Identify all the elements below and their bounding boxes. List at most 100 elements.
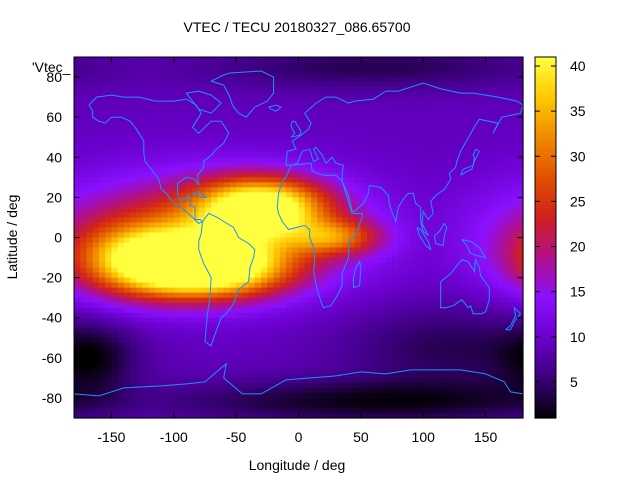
heatmap-cell xyxy=(142,257,150,264)
heatmap-cell xyxy=(385,77,393,83)
heatmap-cell xyxy=(360,167,368,173)
heatmap-cell xyxy=(317,327,325,334)
heatmap-cell xyxy=(236,132,243,138)
heatmap-cell xyxy=(416,367,424,374)
heatmap-cell xyxy=(236,82,243,88)
heatmap-cell xyxy=(123,57,131,63)
heatmap-cell xyxy=(304,252,312,259)
heatmap-cell xyxy=(286,307,293,314)
heatmap-cell xyxy=(261,102,268,108)
heatmap-cell xyxy=(454,82,462,88)
heatmap-cell xyxy=(204,142,212,148)
heatmap-cell xyxy=(261,247,268,254)
heatmap-cell xyxy=(236,237,243,244)
heatmap-cell xyxy=(136,177,144,183)
heatmap-cell xyxy=(504,242,512,249)
heatmap-cell xyxy=(111,137,119,143)
heatmap-cell xyxy=(286,277,293,284)
heatmap-cell xyxy=(454,202,462,209)
heatmap-cell xyxy=(248,237,256,244)
heatmap-cell xyxy=(392,352,399,359)
heatmap-cell xyxy=(123,252,131,259)
heatmap-cell xyxy=(286,357,293,364)
heatmap-cell xyxy=(98,182,106,188)
heatmap-cell xyxy=(167,347,175,354)
heatmap-cell xyxy=(279,97,287,103)
heatmap-cell xyxy=(398,122,406,128)
heatmap-cell xyxy=(192,187,200,193)
heatmap-cell xyxy=(298,257,306,264)
heatmap-cell xyxy=(410,252,418,259)
heatmap-cell xyxy=(460,292,468,299)
heatmap-cell xyxy=(123,272,131,279)
heatmap-cell xyxy=(398,242,406,249)
heatmap-cell xyxy=(335,202,343,209)
heatmap-cell xyxy=(136,227,144,234)
heatmap-cell xyxy=(491,112,499,118)
heatmap-cell xyxy=(223,262,231,269)
heatmap-cell xyxy=(448,132,456,138)
heatmap-cell xyxy=(92,82,100,88)
heatmap-cell xyxy=(373,192,381,198)
heatmap-cell xyxy=(161,162,169,168)
heatmap-cell xyxy=(204,87,212,93)
heatmap-cell xyxy=(254,77,262,83)
heatmap-cell xyxy=(429,287,437,294)
heatmap-cell xyxy=(360,252,368,259)
heatmap-cell xyxy=(211,212,219,219)
heatmap-cell xyxy=(211,167,219,173)
heatmap-cell xyxy=(130,72,137,78)
heatmap-cell xyxy=(298,377,306,384)
heatmap-cell xyxy=(342,282,349,289)
heatmap-cell xyxy=(435,362,443,369)
heatmap-cell xyxy=(516,352,524,359)
heatmap-cell xyxy=(261,302,268,309)
heatmap-cell xyxy=(398,237,406,244)
heatmap-cell xyxy=(192,152,200,158)
heatmap-cell xyxy=(504,297,512,304)
heatmap-cell xyxy=(273,227,281,234)
heatmap-cell xyxy=(111,172,119,178)
heatmap-cell xyxy=(317,377,325,384)
heatmap-cell xyxy=(192,77,200,83)
heatmap-cell xyxy=(261,117,268,123)
heatmap-cell xyxy=(410,257,418,264)
heatmap-cell xyxy=(398,287,406,294)
heatmap-cell xyxy=(354,287,362,294)
heatmap-cell xyxy=(155,207,162,214)
heatmap-cell xyxy=(86,217,94,224)
heatmap-cell xyxy=(335,367,343,374)
heatmap-cell xyxy=(180,117,187,123)
heatmap-cell xyxy=(267,307,275,314)
heatmap-cell xyxy=(310,107,318,113)
heatmap-cell xyxy=(335,152,343,158)
heatmap-cell xyxy=(155,112,162,118)
heatmap-cell xyxy=(373,202,381,209)
heatmap-cell xyxy=(342,317,349,324)
heatmap-cell xyxy=(441,237,449,244)
heatmap-cell xyxy=(279,227,287,234)
heatmap-cell xyxy=(392,387,399,394)
heatmap-cell xyxy=(217,367,225,374)
heatmap-cell xyxy=(466,102,474,108)
heatmap-cell xyxy=(360,267,368,274)
heatmap-cell xyxy=(466,152,474,158)
heatmap-cell xyxy=(354,132,362,138)
heatmap-cell xyxy=(498,127,505,133)
heatmap-cell xyxy=(142,277,150,284)
heatmap-cell xyxy=(204,212,212,219)
heatmap-cell xyxy=(242,267,250,274)
heatmap-cell xyxy=(217,207,225,214)
heatmap-cell xyxy=(485,362,493,369)
heatmap-cell xyxy=(105,387,113,394)
heatmap-cell xyxy=(317,357,325,364)
heatmap-cell xyxy=(498,107,505,113)
heatmap-cell xyxy=(229,367,237,374)
heatmap-cell xyxy=(379,237,387,244)
heatmap-cell xyxy=(92,282,100,289)
heatmap-cell xyxy=(392,122,399,128)
heatmap-cell xyxy=(74,332,81,339)
heatmap-cell xyxy=(416,222,424,229)
heatmap-cell xyxy=(404,312,412,319)
heatmap-cell xyxy=(117,367,125,374)
